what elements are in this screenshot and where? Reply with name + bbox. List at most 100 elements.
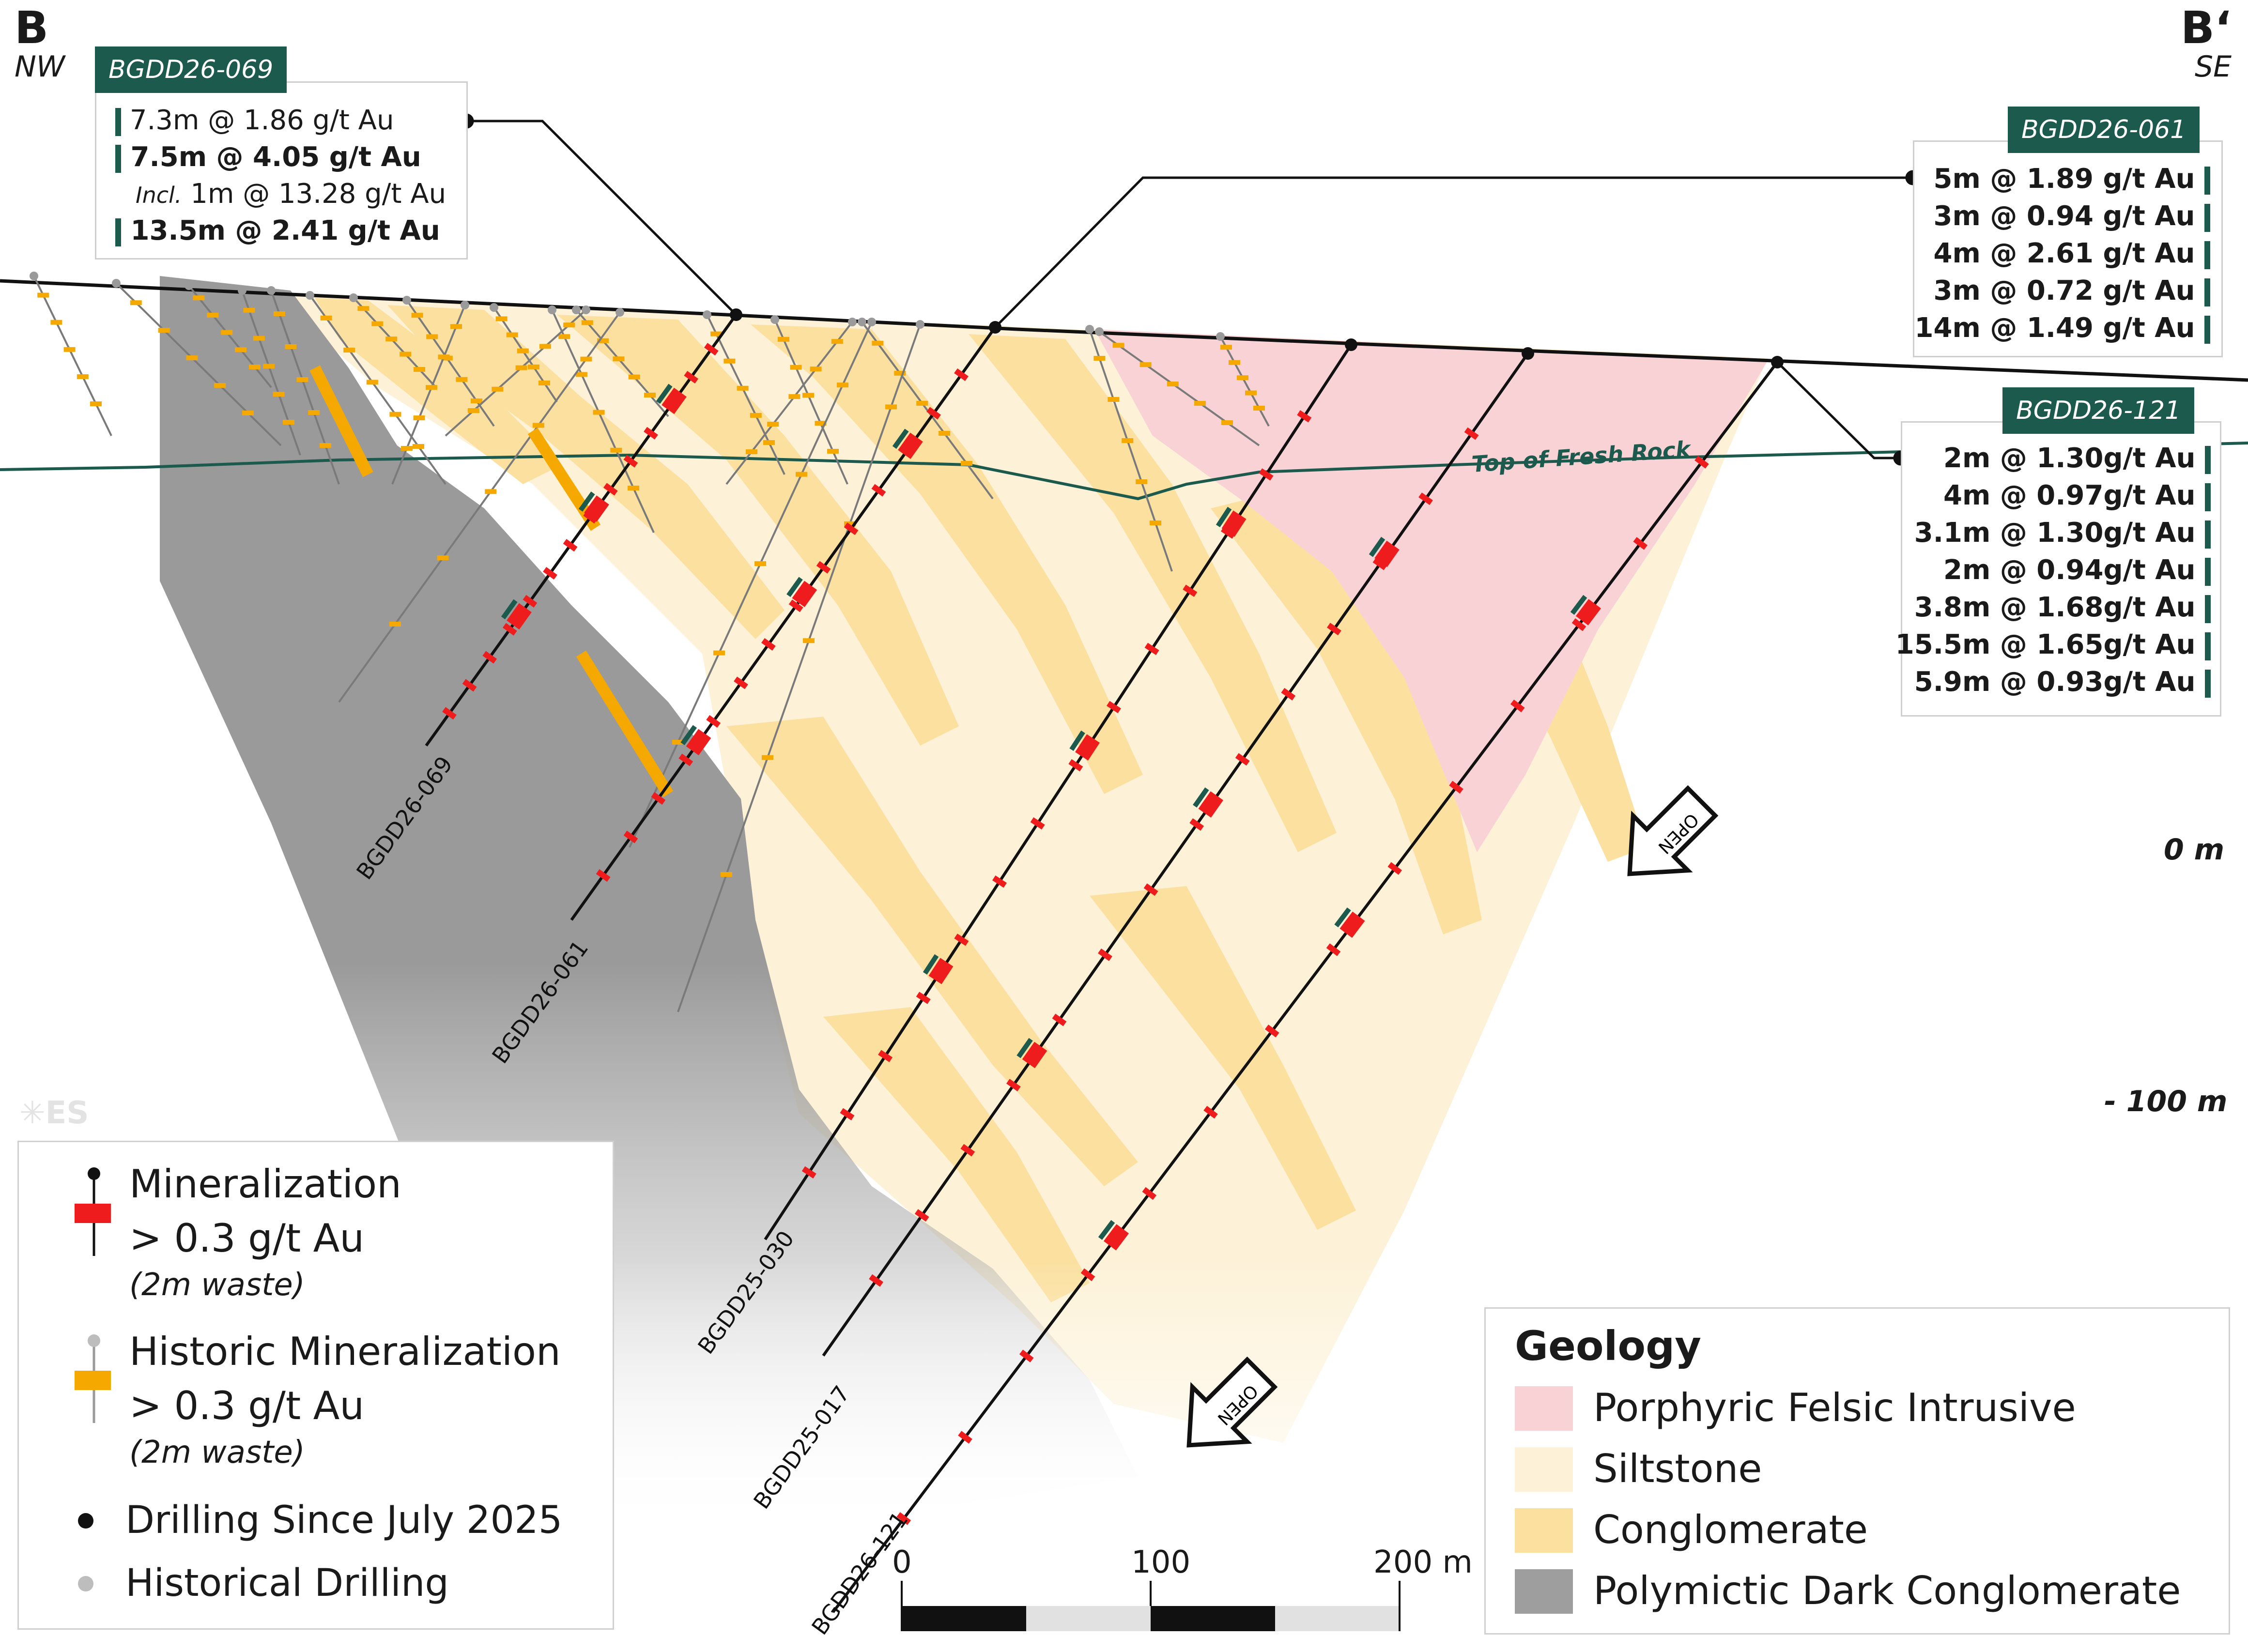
mineralization-tick: [684, 371, 699, 384]
scale-bar: [901, 1581, 1401, 1631]
mineralization-mark: [1259, 468, 1274, 481]
historic-hole-trace: [575, 309, 669, 417]
mineralization-tick: [1372, 557, 1387, 570]
historic-collar: [490, 303, 498, 312]
intercept-row: 3.1m @ 1.30g/t Au: [1914, 516, 2211, 550]
geology-unit-felsic-intrusive: Porphyric Felsic Intrusive: [1593, 1385, 2076, 1430]
historic-collar: [238, 286, 246, 295]
historic-mineralization-mark: [613, 356, 625, 362]
mineralization-mark: [1387, 862, 1402, 875]
mineralization-mark: [1694, 456, 1709, 469]
historic-mineralization-mark: [885, 404, 897, 410]
section-end: B‘ SE: [2173, 5, 2232, 83]
geology-title: Geology: [1515, 1322, 1702, 1370]
section-start-label: B: [15, 2, 49, 54]
legend-drilling-historical: Historical Drilling: [125, 1561, 449, 1605]
mineralization-mark: [816, 561, 831, 574]
elevation-label-0: 0 m: [2164, 833, 2225, 867]
historic-mineralization-mark: [273, 311, 285, 316]
intercept-text: 2m @ 0.94g/t Au: [1943, 554, 2196, 586]
mineralization-tick: [1387, 862, 1402, 875]
historic-hole-trace: [391, 305, 466, 485]
historic-mineralization-mark: [320, 443, 331, 448]
historic-hole-trace: [861, 321, 994, 500]
historic-mineralization-mark: [1245, 390, 1257, 396]
mineralization-tick: [1449, 780, 1463, 794]
mineralization-tick: [1326, 943, 1341, 956]
intercept-highlight: [1193, 787, 1209, 808]
historic-mineralization-mark: [1122, 438, 1134, 443]
callout-hole-tag: BGDD26-061: [2008, 107, 2200, 153]
intercept-text: 7.3m @ 1.86 g/t Au: [129, 105, 394, 136]
historic-mineralization-mark: [767, 422, 779, 427]
mineralization-tick: [1510, 699, 1525, 713]
historic-hole-trace: [1089, 329, 1173, 572]
intercept-mineralization: [792, 581, 817, 608]
historic-hole-trace: [270, 290, 340, 485]
intercept-bar: [2205, 632, 2211, 660]
historic-mineralization-mark: [456, 377, 468, 382]
drillhole-collar: [1345, 338, 1357, 351]
intercept-mineralization: [1340, 911, 1365, 938]
mineralization-tick: [1418, 492, 1433, 505]
mineralization-tick: [1030, 817, 1045, 830]
geology-unit-siltstone: Siltstone: [1593, 1446, 1762, 1491]
historic-mineralization-mark: [308, 410, 320, 415]
mineralization-mark: [482, 651, 497, 664]
historic-mineralization-mark: [1136, 479, 1148, 484]
historic-hole-trace: [774, 319, 848, 485]
intercept-row: 3m @ 0.72 g/t Au: [1934, 274, 2210, 308]
section-start: B NW: [15, 2, 65, 83]
historic-mineralization-mark: [400, 352, 412, 357]
historic-mineralization-mark: [844, 521, 856, 526]
historic-collar: [1216, 332, 1225, 341]
mineralization-mark: [844, 522, 859, 535]
historic-mineralization-mark: [1093, 356, 1106, 361]
mineralization-mark: [1052, 1013, 1067, 1026]
historic-mineralization-mark: [413, 444, 424, 449]
mineralization-symbol-icon: [75, 1167, 111, 1256]
legend-historic-grade: > 0.3 g/t Au: [129, 1383, 365, 1428]
historic-mineralization-mark: [581, 320, 593, 325]
leader-061: [994, 176, 1913, 328]
geology-unit-dark-conglomerate: Polymictic Dark Conglomerate: [1593, 1568, 2181, 1613]
intercept-text: 3.1m @ 1.30g/t Au: [1914, 517, 2196, 549]
intercept-row: 15.5m @ 1.65g/t Au: [1895, 628, 2211, 662]
logo-mark-icon: ✳: [19, 1095, 46, 1131]
mineralization-tick: [603, 483, 618, 496]
historic-mineralization-mark: [263, 364, 275, 369]
conglomerate-band-6: [1211, 484, 1482, 934]
drillhole-trace: [425, 314, 738, 747]
mineralization-mark: [954, 933, 969, 946]
historic-mineralization-mark: [724, 358, 736, 364]
historic-hole-trace: [33, 275, 112, 436]
historic-hole-trace: [706, 314, 785, 475]
legend-historic-note: (2m waste): [129, 1435, 305, 1470]
mineralization-tick: [523, 595, 538, 608]
historic-mineralization-mark: [796, 472, 807, 477]
mineralization-mark: [1144, 642, 1159, 656]
mineralization-tick: [1106, 701, 1121, 714]
mineralization-tick: [1142, 1187, 1157, 1200]
intercept-marker: [1216, 506, 1247, 537]
open-arrow-2: OPEN: [1186, 1356, 1278, 1448]
historic-mineralization-mark: [221, 330, 233, 335]
historic-mineralization-mark: [721, 872, 732, 877]
historic-mineralization-mark: [539, 344, 551, 349]
intercept-text: 13.5m @ 2.41 g/t Au: [130, 215, 440, 246]
mineralization-mark: [1264, 1025, 1279, 1038]
mineralization-tick: [1235, 753, 1250, 766]
historic-mineralization-mark: [539, 381, 550, 385]
historic-holes: [30, 272, 1270, 1012]
historic-mineralization-mark: [916, 400, 928, 406]
intercept-text: 5m @ 1.89 g/t Au: [1933, 163, 2195, 195]
intercept-row: 5.9m @ 0.93g/t Au: [1914, 665, 2211, 699]
historic-mineralization-mark: [810, 367, 822, 372]
historic-mineralization-mark: [207, 312, 219, 318]
mineralization-tick: [869, 1274, 884, 1287]
intercept-bar: [2204, 241, 2210, 269]
intercept-text: 14m @ 1.49 g/t Au: [1914, 312, 2195, 344]
conglomerate-band-2: [387, 305, 785, 639]
historic-mineralization-mark: [253, 336, 265, 341]
conglomerate-band-7: [726, 717, 1138, 1186]
